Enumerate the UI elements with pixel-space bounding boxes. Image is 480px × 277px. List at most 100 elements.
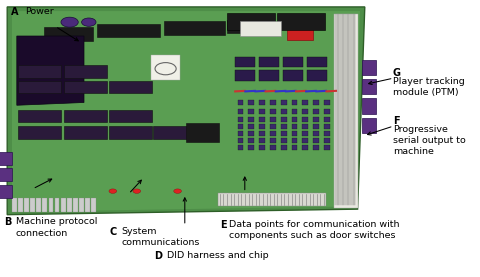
FancyBboxPatch shape [249, 117, 254, 122]
Text: B: B [4, 217, 11, 227]
FancyBboxPatch shape [73, 198, 78, 212]
FancyBboxPatch shape [64, 110, 107, 122]
FancyBboxPatch shape [30, 198, 35, 212]
FancyBboxPatch shape [18, 81, 61, 93]
FancyBboxPatch shape [307, 57, 327, 67]
FancyBboxPatch shape [324, 131, 330, 136]
FancyBboxPatch shape [292, 117, 298, 122]
FancyBboxPatch shape [270, 109, 276, 114]
FancyBboxPatch shape [48, 198, 53, 212]
FancyBboxPatch shape [277, 13, 325, 30]
FancyBboxPatch shape [61, 198, 66, 212]
Text: Player tracking
module (PTM): Player tracking module (PTM) [393, 77, 464, 97]
Circle shape [174, 189, 181, 193]
FancyBboxPatch shape [85, 198, 90, 212]
FancyBboxPatch shape [18, 198, 23, 212]
Text: Data points for communication with
components such as door switches: Data points for communication with compo… [229, 220, 400, 240]
FancyBboxPatch shape [240, 21, 281, 36]
FancyBboxPatch shape [324, 109, 330, 114]
FancyBboxPatch shape [362, 79, 376, 94]
FancyBboxPatch shape [259, 100, 265, 105]
FancyBboxPatch shape [302, 145, 308, 150]
FancyBboxPatch shape [249, 124, 254, 129]
FancyBboxPatch shape [302, 109, 308, 114]
FancyBboxPatch shape [249, 138, 254, 143]
FancyBboxPatch shape [24, 198, 29, 212]
FancyBboxPatch shape [249, 109, 254, 114]
FancyBboxPatch shape [270, 131, 276, 136]
FancyBboxPatch shape [362, 60, 376, 75]
FancyBboxPatch shape [18, 65, 61, 78]
FancyBboxPatch shape [302, 138, 308, 143]
FancyBboxPatch shape [249, 145, 254, 150]
FancyBboxPatch shape [281, 117, 287, 122]
FancyBboxPatch shape [270, 100, 276, 105]
FancyBboxPatch shape [238, 131, 243, 136]
Text: C: C [109, 227, 117, 237]
FancyBboxPatch shape [227, 13, 275, 30]
Polygon shape [7, 7, 365, 215]
FancyBboxPatch shape [281, 131, 287, 136]
FancyBboxPatch shape [151, 55, 180, 80]
FancyBboxPatch shape [307, 70, 327, 81]
FancyBboxPatch shape [238, 100, 243, 105]
FancyBboxPatch shape [292, 138, 298, 143]
FancyBboxPatch shape [259, 138, 265, 143]
FancyBboxPatch shape [313, 138, 319, 143]
FancyBboxPatch shape [292, 131, 298, 136]
FancyBboxPatch shape [259, 70, 279, 81]
FancyBboxPatch shape [292, 145, 298, 150]
FancyBboxPatch shape [283, 57, 303, 67]
FancyBboxPatch shape [292, 100, 298, 105]
FancyBboxPatch shape [36, 198, 41, 212]
FancyBboxPatch shape [324, 138, 330, 143]
FancyBboxPatch shape [313, 117, 319, 122]
Text: Power: Power [25, 7, 54, 16]
Circle shape [82, 18, 96, 26]
FancyBboxPatch shape [302, 100, 308, 105]
Text: Progressive
serial output to
machine: Progressive serial output to machine [393, 125, 466, 157]
FancyBboxPatch shape [287, 25, 313, 40]
FancyBboxPatch shape [227, 20, 268, 33]
Text: A: A [11, 7, 18, 17]
FancyBboxPatch shape [0, 168, 12, 181]
FancyBboxPatch shape [259, 57, 279, 67]
FancyBboxPatch shape [270, 138, 276, 143]
FancyBboxPatch shape [238, 117, 243, 122]
FancyBboxPatch shape [324, 117, 330, 122]
Circle shape [133, 189, 141, 193]
FancyBboxPatch shape [283, 70, 303, 81]
FancyBboxPatch shape [259, 109, 265, 114]
FancyBboxPatch shape [324, 100, 330, 105]
FancyBboxPatch shape [313, 124, 319, 129]
FancyBboxPatch shape [259, 124, 265, 129]
FancyBboxPatch shape [302, 131, 308, 136]
FancyBboxPatch shape [281, 124, 287, 129]
FancyBboxPatch shape [292, 124, 298, 129]
FancyBboxPatch shape [18, 126, 61, 139]
FancyBboxPatch shape [281, 100, 287, 105]
FancyBboxPatch shape [44, 27, 93, 41]
FancyBboxPatch shape [270, 117, 276, 122]
FancyBboxPatch shape [362, 118, 376, 133]
FancyBboxPatch shape [281, 145, 287, 150]
FancyBboxPatch shape [362, 98, 376, 114]
FancyBboxPatch shape [302, 117, 308, 122]
Text: System
communications: System communications [121, 227, 200, 247]
FancyBboxPatch shape [42, 198, 47, 212]
FancyBboxPatch shape [109, 81, 152, 93]
Text: F: F [393, 116, 399, 126]
FancyBboxPatch shape [153, 126, 191, 139]
Text: DID harness and chip: DID harness and chip [167, 251, 268, 260]
FancyBboxPatch shape [324, 124, 330, 129]
FancyBboxPatch shape [259, 145, 265, 150]
FancyBboxPatch shape [313, 131, 319, 136]
Text: D: D [155, 251, 163, 261]
FancyBboxPatch shape [109, 110, 152, 122]
Text: Machine protocol
connection: Machine protocol connection [16, 217, 97, 238]
FancyBboxPatch shape [64, 126, 107, 139]
FancyBboxPatch shape [235, 57, 255, 67]
FancyBboxPatch shape [259, 117, 265, 122]
Polygon shape [12, 11, 360, 212]
FancyBboxPatch shape [292, 109, 298, 114]
